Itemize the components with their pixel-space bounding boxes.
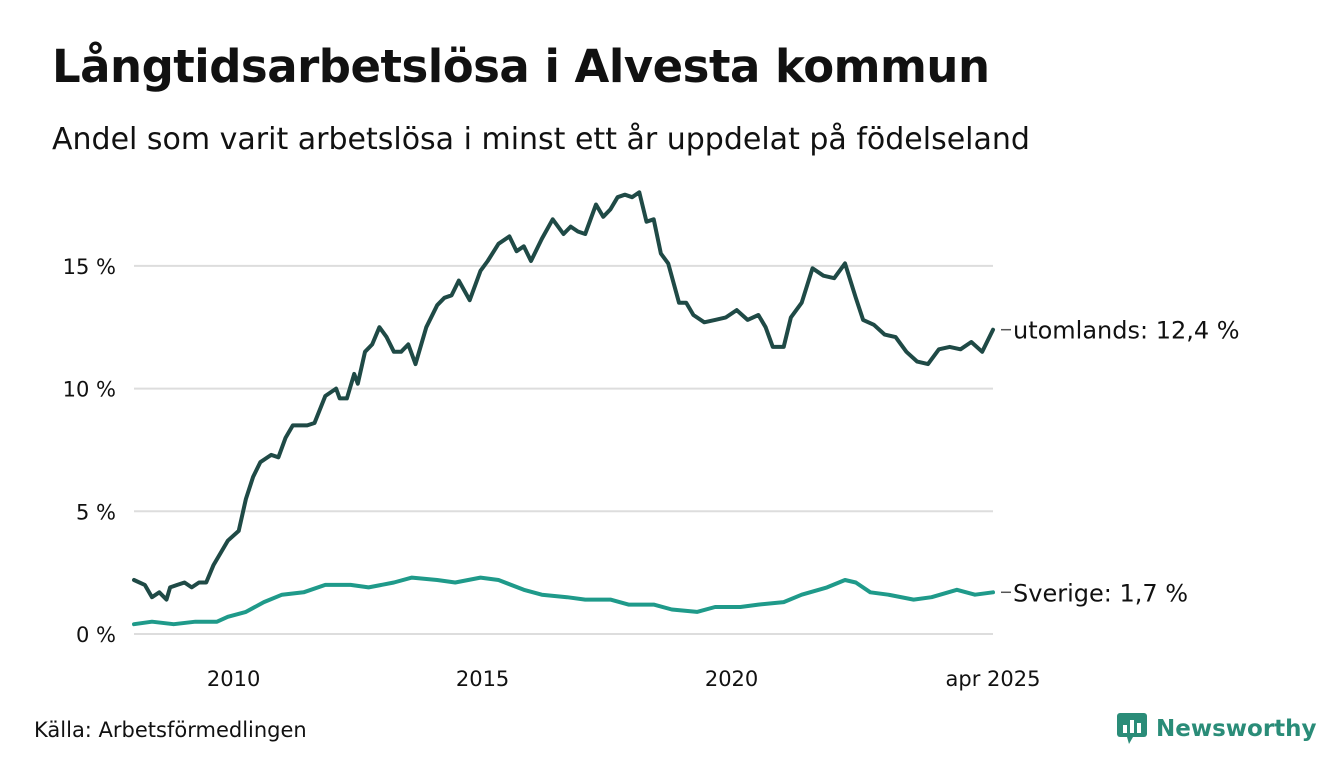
series-end-labels: utomlands: 12,4 % Sverige: 1,7 %: [1001, 317, 1240, 607]
brand-logo: Newsworthy: [1116, 712, 1317, 746]
newsworthy-logo-icon: [1117, 713, 1147, 744]
series-line-sverige: [132, 575, 995, 627]
y-tick-label: 5 %: [76, 500, 116, 524]
y-tick-label: 0 %: [76, 623, 116, 647]
chart-subtitle: Andel som varit arbetslösa i minst ett å…: [52, 122, 1030, 157]
series-line-utomlands: [132, 190, 995, 602]
gridlines: [134, 264, 993, 635]
x-axis-ticks: 2010 2015 2020 apr 2025: [207, 667, 1041, 691]
x-tick-label: 2015: [456, 667, 509, 691]
series-end-label: Sverige: 1,7 %: [1013, 579, 1188, 607]
x-tick-label: 2020: [705, 667, 758, 691]
chart-title: Långtidsarbetslösa i Alvesta kommun: [52, 40, 990, 93]
source-note: Källa: Arbetsförmedlingen: [34, 718, 307, 742]
y-tick-label: 15 %: [63, 255, 116, 279]
series-end-label: utomlands: 12,4 %: [1013, 317, 1240, 345]
x-tick-label: apr 2025: [946, 667, 1041, 691]
y-tick-label: 10 %: [63, 378, 116, 402]
brand-name: Newsworthy: [1156, 716, 1317, 742]
x-tick-label: 2010: [207, 667, 260, 691]
y-axis-ticks: 0 % 5 % 10 % 15 %: [63, 255, 116, 647]
series-lines: [132, 190, 995, 627]
